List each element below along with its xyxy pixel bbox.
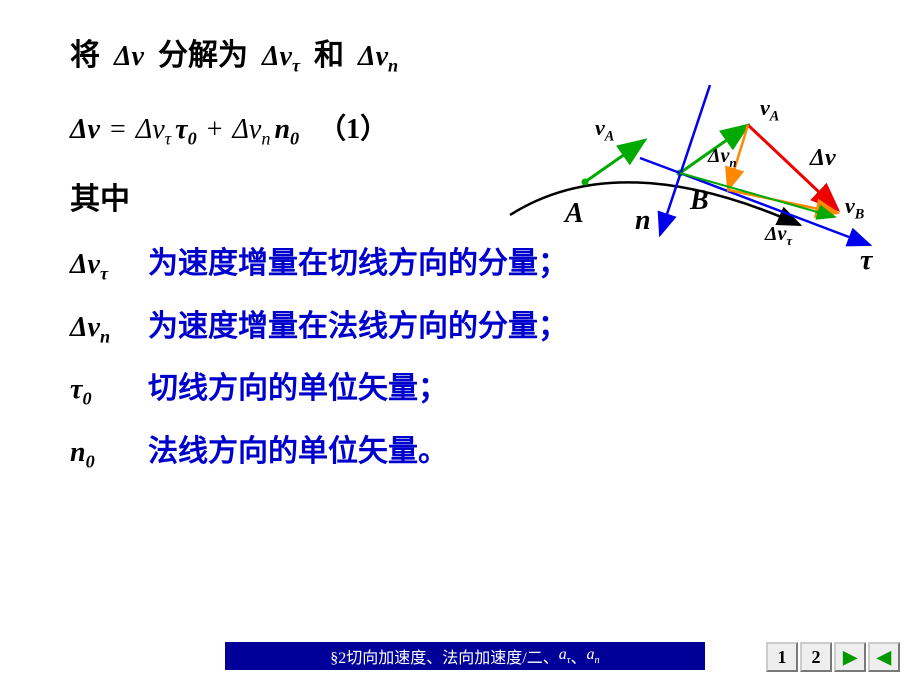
def-row: Δvn 为速度增量在法线方向的分量；: [70, 301, 870, 348]
symbol: Δvτ: [70, 249, 130, 285]
lhs: Δv: [70, 114, 100, 146]
definition-text: 法线方向的单位矢量。: [148, 426, 448, 470]
label-A: A: [565, 198, 584, 230]
symbol: τ0: [70, 374, 130, 410]
nav-toolbar: 1 2 ▶ ◀: [766, 642, 900, 672]
symbol: Δvn: [70, 312, 130, 348]
label-n: n: [635, 205, 651, 237]
nav-page-1[interactable]: 1: [766, 642, 798, 672]
label-dv: Δv: [810, 145, 836, 172]
plus: +: [207, 114, 223, 146]
label-vB: vB: [845, 193, 864, 223]
footer-sep: 、: [570, 644, 586, 668]
decompose-statement: 将 Δv 分解为 Δvτ 和 Δvn: [70, 30, 870, 77]
label-dvtau: Δvτ: [765, 223, 792, 249]
nav-forward-button[interactable]: ▶: [834, 642, 866, 672]
delta-v-n: Δvn: [358, 41, 398, 77]
label-vA: vA: [595, 115, 614, 145]
term1: Δvτ: [136, 114, 171, 150]
equals: =: [110, 114, 126, 146]
definition-text: 切线方向的单位矢量；: [148, 363, 448, 407]
text: 将: [70, 30, 100, 74]
n0: n0: [274, 114, 299, 150]
eq-number: （1）: [318, 107, 388, 147]
label-dvn: Δvn: [708, 145, 737, 171]
symbol: n0: [70, 437, 130, 473]
def-row: τ0 切线方向的单位矢量；: [70, 363, 870, 410]
label-tau: τ: [860, 245, 872, 277]
nav-page-2[interactable]: 2: [800, 642, 832, 672]
label-B: B: [690, 185, 709, 217]
label-vA2: vA: [760, 95, 779, 125]
footer-a-tau: aτ: [559, 646, 571, 666]
tau0: τ0: [175, 114, 197, 150]
def-row: n0 法线方向的单位矢量。: [70, 426, 870, 473]
footer-a-n: an: [587, 646, 600, 666]
term2: Δvn: [233, 114, 271, 150]
footer-prefix: §2切向加速度、法向加速度/二、: [330, 644, 558, 668]
text: 分解为: [158, 30, 248, 74]
velocity-diagram: vA vA vB Δv Δvn Δvτ A B n τ: [490, 85, 890, 285]
text: 和: [314, 30, 344, 74]
nav-back-button[interactable]: ◀: [868, 642, 900, 672]
definition-text: 为速度增量在法线方向的分量；: [148, 301, 568, 345]
delta-v-tau: Δvτ: [262, 41, 300, 77]
delta-v: Δv: [114, 41, 144, 73]
footer-title: §2切向加速度、法向加速度/二、 aτ 、 an: [225, 642, 705, 670]
